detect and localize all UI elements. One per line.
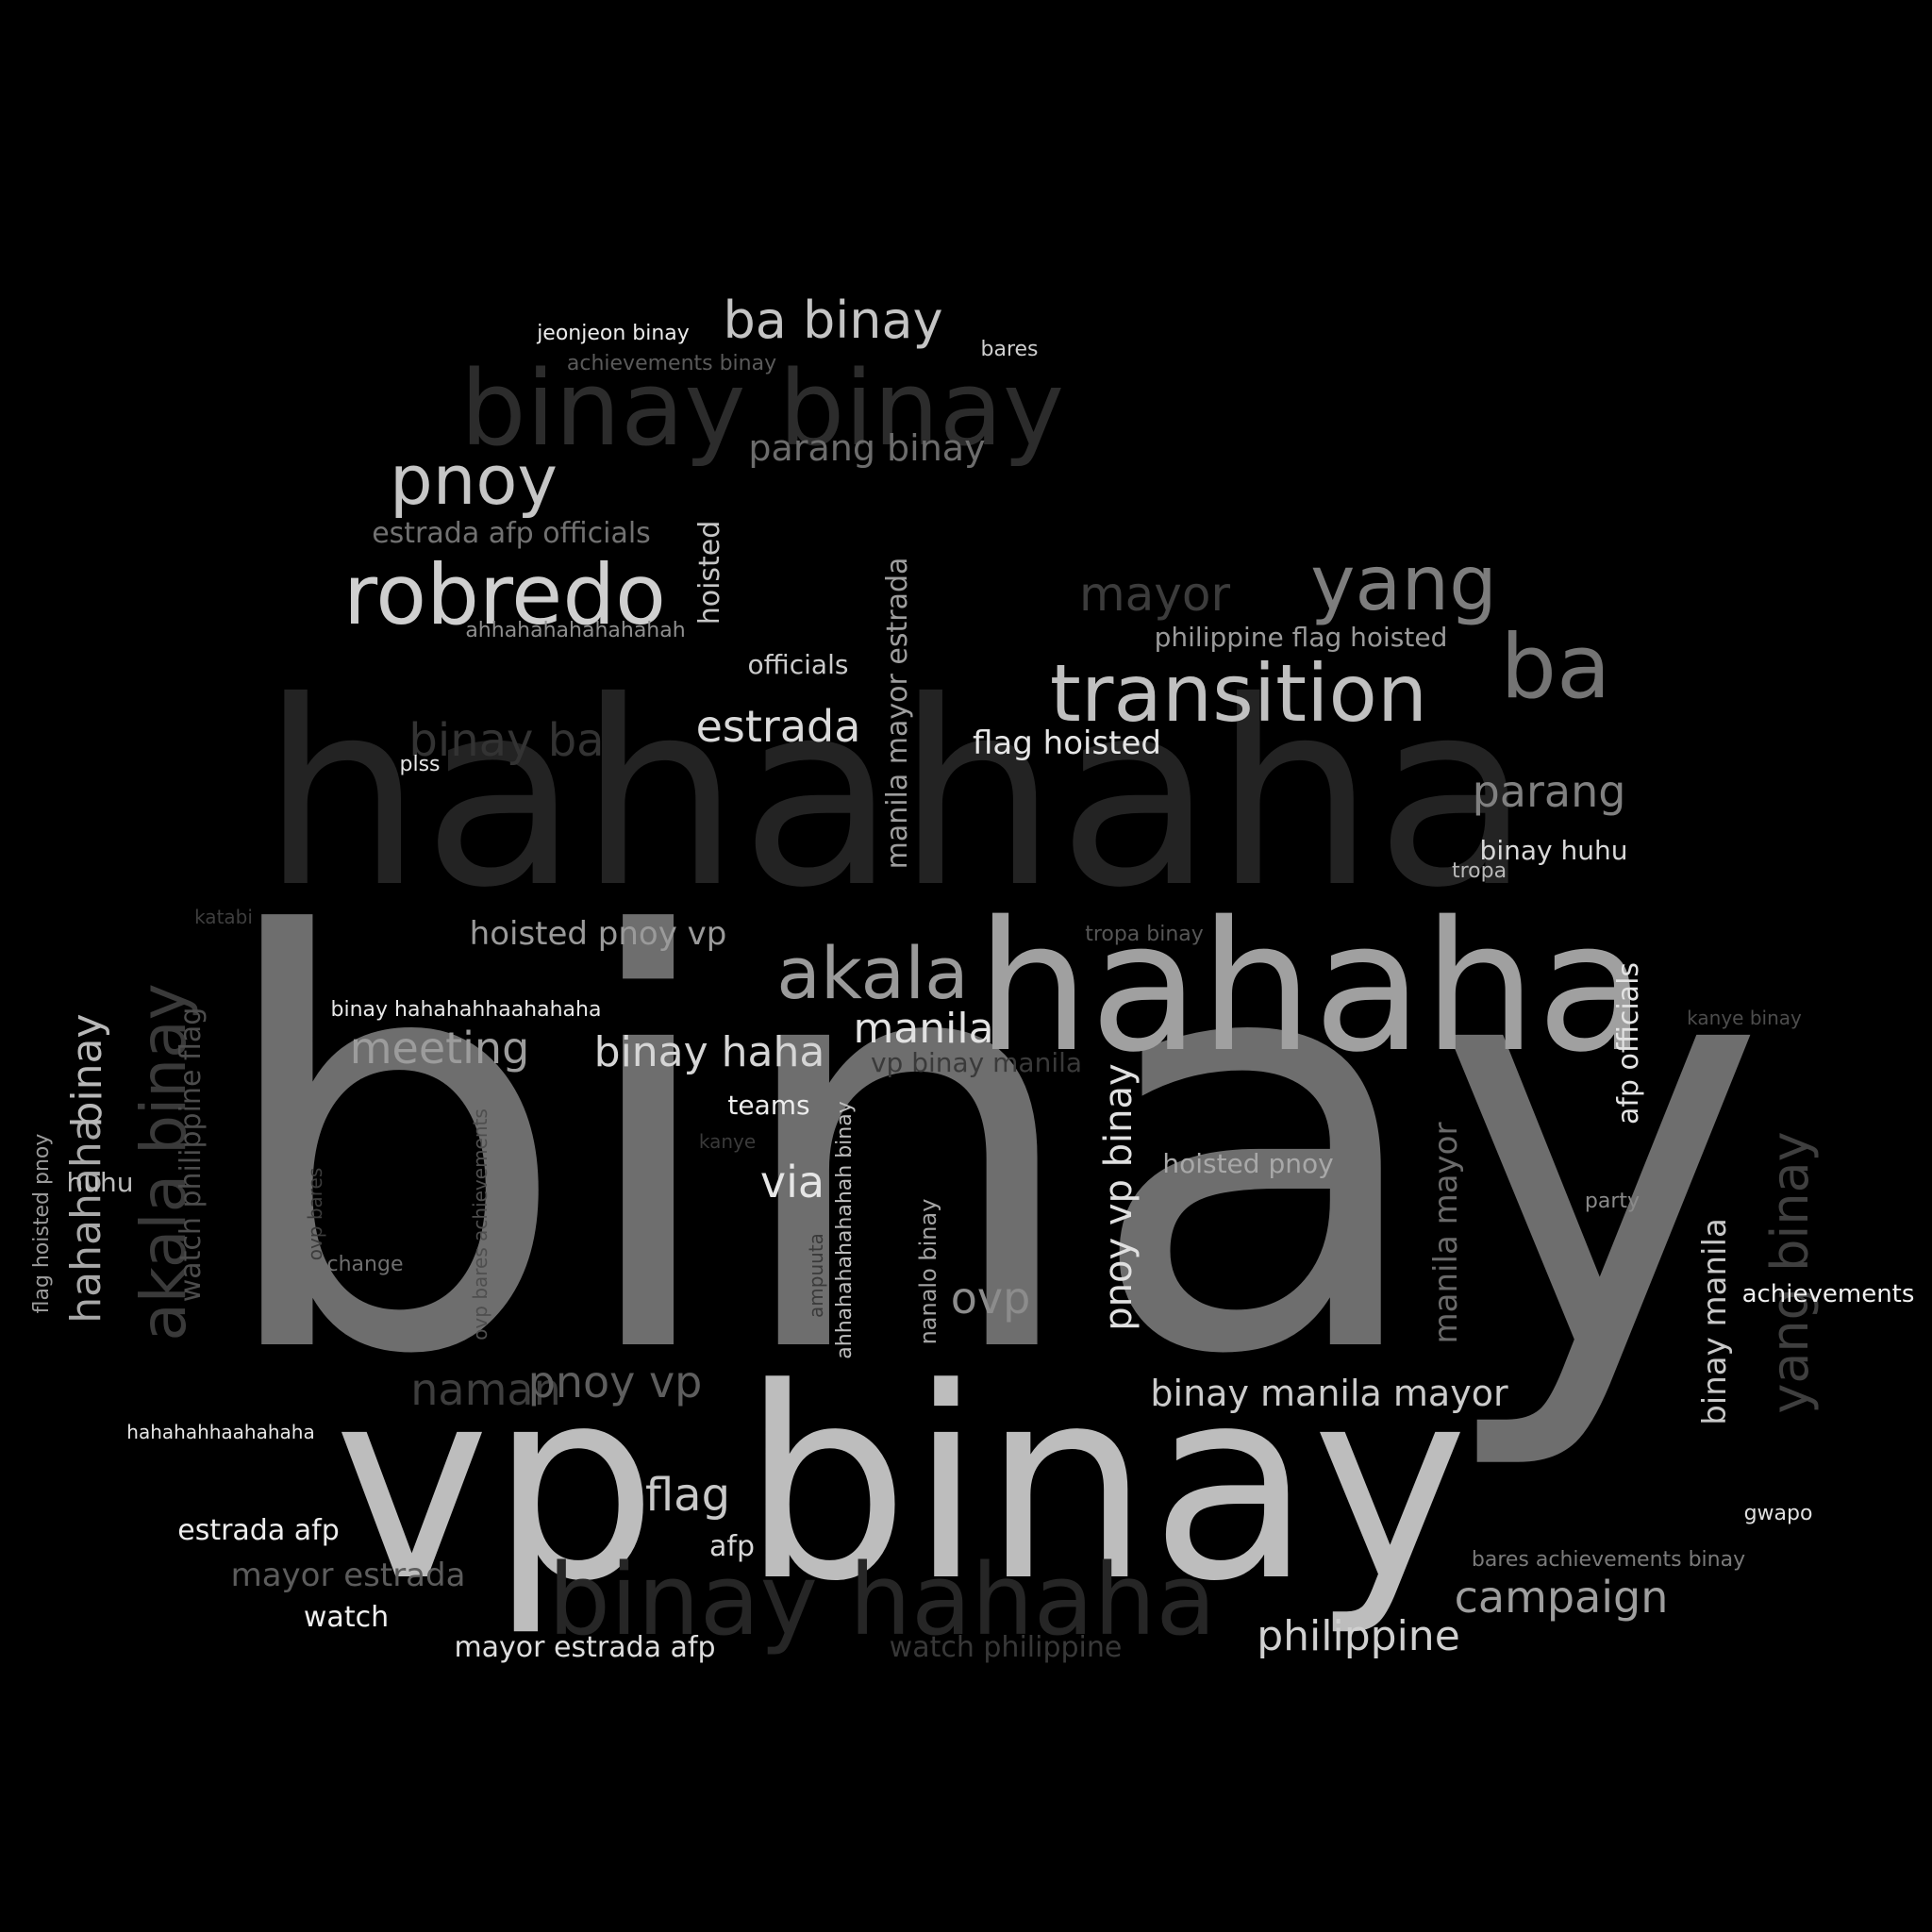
word: tropa (1451, 859, 1507, 883)
word: officials (747, 649, 849, 680)
word: hahahahhaahahaha (126, 1421, 315, 1443)
word: philippine (1257, 1612, 1460, 1660)
word: pnoy vp binay (1097, 1063, 1141, 1331)
word: manila mayor estrada (881, 557, 914, 870)
word: binay ba (408, 714, 605, 767)
word: plss (399, 753, 441, 776)
word: hahahaha (260, 646, 1532, 943)
word: flag hoisted (973, 724, 1161, 762)
word: flag (644, 1469, 731, 1522)
word: binay (63, 1013, 111, 1128)
word: estrada (695, 701, 861, 752)
word: hoisted pnoy (1162, 1148, 1334, 1179)
word: robredo (342, 546, 667, 643)
word: watch philippine (889, 1631, 1123, 1664)
word: party (1584, 1190, 1641, 1213)
word: achievements binay (566, 352, 777, 375)
word: philippine flag hoisted (1154, 622, 1448, 653)
word: watch philippine flag (175, 1007, 208, 1303)
word: binay (209, 819, 1768, 1478)
word: bares achievements binay (1471, 1548, 1746, 1572)
word: bares (980, 338, 1039, 361)
word: ovp bares achievements (469, 1108, 491, 1341)
word: jeonjeon binay (537, 322, 690, 345)
word: estrada afp officials (372, 517, 651, 550)
word: mayor estrada (230, 1557, 466, 1594)
word: ahhahahahahahahah (465, 619, 686, 642)
word: binay hahaha (547, 1542, 1217, 1657)
word: pnoy vp (527, 1357, 703, 1407)
word: manila (853, 1005, 994, 1053)
word: ba binay (723, 291, 943, 350)
word: gwapo (1743, 1502, 1813, 1525)
word: pnoy (390, 441, 558, 520)
word: hahaha (975, 883, 1647, 1091)
word: binay hahahahhaahahaha (330, 998, 602, 1022)
word: kanye binay (1687, 1007, 1802, 1029)
word: flag hoisted pnoy (30, 1133, 54, 1314)
word: estrada afp (177, 1514, 340, 1547)
word: mayor estrada afp (454, 1631, 716, 1664)
word: mayor (1078, 567, 1231, 622)
word: akala (776, 931, 969, 1015)
word: tropa binay (1085, 923, 1204, 946)
word: meeting (349, 1023, 530, 1074)
word: hoisted pnoy vp (469, 915, 727, 953)
word: kanye (698, 1130, 757, 1153)
word: vp binay (333, 1332, 1469, 1640)
word: campaign (1454, 1572, 1669, 1623)
word: huhu (66, 1167, 134, 1198)
word: naman (410, 1364, 561, 1415)
word: parang binay (748, 427, 986, 469)
word: binay huhu (1479, 835, 1628, 866)
word: watch (303, 1601, 390, 1634)
word: yang binay (1760, 1131, 1820, 1414)
word: hahahaha (62, 1116, 110, 1324)
word: binay manila mayor (1150, 1373, 1508, 1414)
word: vp binay manila (870, 1047, 1083, 1078)
word: nanalo binay (915, 1198, 941, 1345)
word: change (326, 1253, 404, 1276)
word: parang (1472, 766, 1626, 817)
word: hoisted (693, 520, 726, 625)
word: ampuuta (805, 1233, 827, 1318)
word: achievements (1741, 1280, 1915, 1308)
word: afp officials (1612, 961, 1645, 1125)
word: ahhahahahahahah binay (833, 1101, 857, 1359)
word: transition (1049, 647, 1428, 740)
word: ba (1500, 616, 1611, 719)
word: binay binay (459, 348, 1065, 469)
word: ovp bares (304, 1167, 326, 1261)
word: afp (709, 1530, 755, 1563)
word: yang (1310, 540, 1497, 627)
word: via (759, 1157, 825, 1208)
word: manila mayor (1427, 1122, 1465, 1344)
word: ovp (950, 1273, 1031, 1324)
word: binay haha (593, 1028, 825, 1076)
word: binay manila (1696, 1218, 1734, 1425)
word: katabi (194, 906, 253, 928)
word: teams (727, 1090, 810, 1121)
